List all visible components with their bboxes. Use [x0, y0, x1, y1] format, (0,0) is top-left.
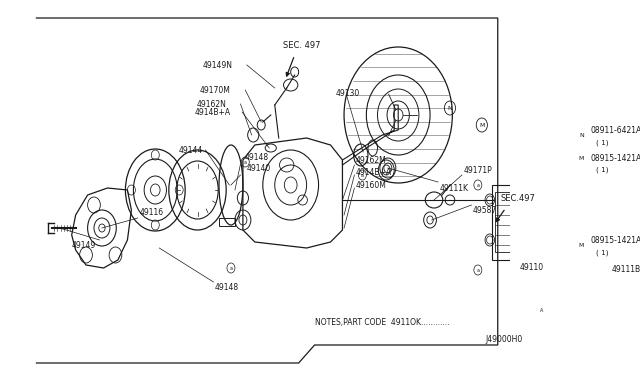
Text: a: a — [361, 173, 364, 177]
Bar — [219, 218, 235, 226]
Text: 49144: 49144 — [179, 145, 203, 154]
Text: 49116: 49116 — [140, 208, 163, 217]
Text: 49130: 49130 — [336, 89, 360, 97]
Text: 49148: 49148 — [244, 153, 269, 161]
Text: 49587: 49587 — [473, 205, 497, 215]
Text: J49000H0: J49000H0 — [486, 336, 523, 344]
Text: ( 1): ( 1) — [596, 140, 608, 146]
Text: 49149N: 49149N — [202, 61, 232, 70]
Text: a: a — [476, 183, 479, 187]
Text: 49170M: 49170M — [200, 86, 231, 94]
Text: NOTES,PART CODE  4911OK............: NOTES,PART CODE 4911OK............ — [315, 318, 449, 327]
Text: M: M — [479, 122, 484, 128]
Text: 49111K: 49111K — [440, 183, 468, 192]
Text: 49162M: 49162M — [356, 155, 387, 164]
Text: a: a — [244, 160, 247, 164]
Text: 4914B+A: 4914B+A — [195, 108, 231, 116]
Text: N: N — [447, 106, 452, 110]
Text: 49160M: 49160M — [356, 180, 387, 189]
Text: ( 1): ( 1) — [596, 167, 608, 173]
Bar — [492, 185, 536, 260]
Text: N: N — [579, 132, 584, 138]
Text: 49111B: 49111B — [612, 266, 640, 275]
Text: M: M — [579, 243, 584, 247]
Text: 08915-1421A: 08915-1421A — [591, 235, 640, 244]
Text: SEC.497: SEC.497 — [500, 193, 535, 202]
Text: 49171P: 49171P — [463, 166, 492, 174]
Text: ( 1): ( 1) — [596, 250, 608, 256]
Text: a: a — [476, 267, 479, 273]
Text: 49140: 49140 — [247, 164, 271, 173]
Text: 49110: 49110 — [519, 263, 543, 273]
Text: 08915-1421A: 08915-1421A — [591, 154, 640, 163]
Bar — [495, 192, 532, 252]
Text: A: A — [540, 308, 543, 312]
Text: 08911-6421A: 08911-6421A — [591, 125, 640, 135]
Text: SEC. 497: SEC. 497 — [283, 41, 320, 49]
Text: M: M — [579, 155, 584, 160]
Text: 49149: 49149 — [71, 241, 95, 250]
Text: a: a — [230, 266, 232, 270]
Text: 49162N: 49162N — [197, 99, 227, 109]
Text: 4914B+A: 4914B+A — [356, 167, 392, 176]
Text: 49148: 49148 — [215, 283, 239, 292]
